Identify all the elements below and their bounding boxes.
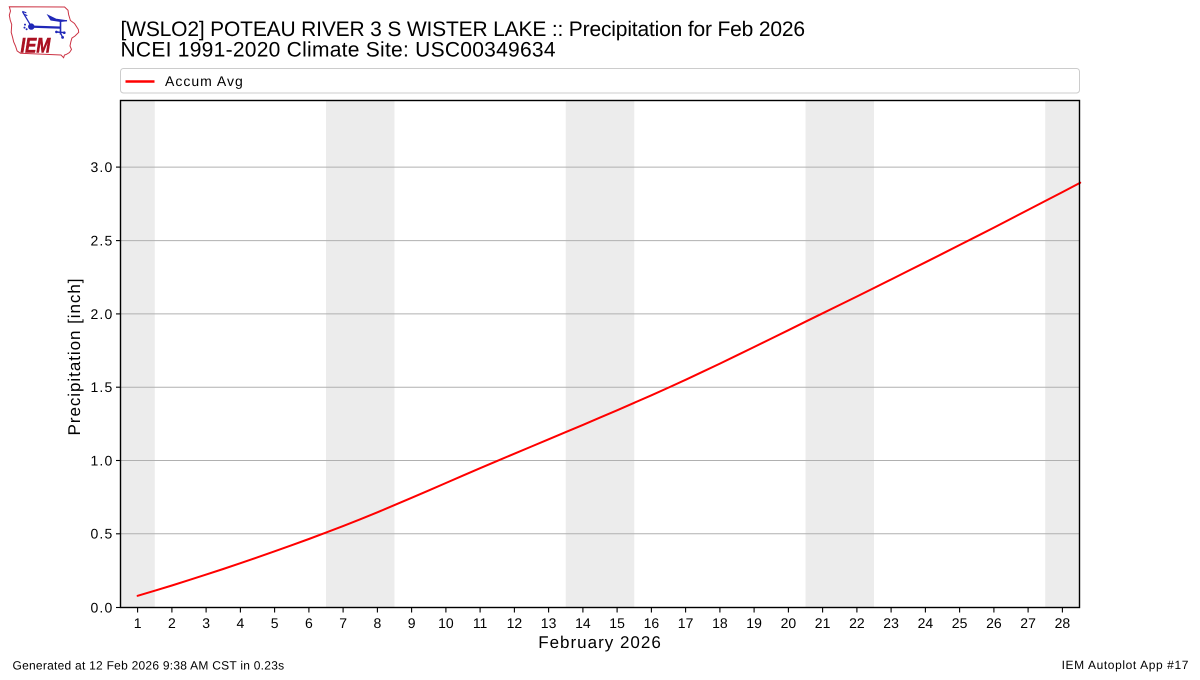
svg-text:23: 23 [883, 615, 899, 631]
svg-text:27: 27 [1020, 615, 1036, 631]
svg-text:24: 24 [918, 615, 934, 631]
svg-text:[WSLO2] POTEAU RIVER 3 S WISTE: [WSLO2] POTEAU RIVER 3 S WISTER LAKE :: … [121, 18, 805, 41]
svg-text:19: 19 [746, 615, 762, 631]
svg-text:2: 2 [168, 615, 176, 631]
svg-text:8: 8 [374, 615, 382, 631]
svg-text:20: 20 [781, 615, 797, 631]
svg-text:25: 25 [952, 615, 968, 631]
svg-text:0.5: 0.5 [90, 526, 113, 542]
svg-text:9: 9 [408, 615, 416, 631]
svg-text:14: 14 [575, 615, 591, 631]
svg-text:22: 22 [849, 615, 865, 631]
svg-text:3: 3 [202, 615, 210, 631]
svg-text:Precipitation [inch]: Precipitation [inch] [65, 278, 84, 436]
svg-text:17: 17 [678, 615, 694, 631]
svg-text:2.5: 2.5 [90, 233, 113, 249]
svg-text:1.0: 1.0 [90, 452, 113, 468]
svg-text:18: 18 [712, 615, 728, 631]
svg-text:Generated at 12 Feb 2026 9:38: Generated at 12 Feb 2026 9:38 AM CST in … [13, 659, 285, 673]
svg-text:4: 4 [237, 615, 245, 631]
svg-text:11: 11 [473, 615, 488, 631]
svg-text:Accum Avg: Accum Avg [165, 73, 244, 89]
svg-text:1: 1 [134, 615, 142, 631]
svg-text:IEM: IEM [21, 34, 51, 57]
svg-text:7: 7 [339, 615, 347, 631]
svg-text:13: 13 [541, 615, 557, 631]
svg-text:12: 12 [507, 615, 523, 631]
svg-text:21: 21 [815, 615, 831, 631]
svg-text:6: 6 [305, 615, 313, 631]
svg-text:26: 26 [986, 615, 1002, 631]
svg-text:0.0: 0.0 [90, 599, 113, 615]
svg-text:2.0: 2.0 [90, 306, 113, 322]
svg-text:16: 16 [644, 615, 660, 631]
svg-text:28: 28 [1055, 615, 1071, 631]
svg-text:10: 10 [438, 615, 454, 631]
svg-text:5: 5 [271, 615, 279, 631]
svg-text:1.5: 1.5 [90, 379, 113, 395]
svg-text:3.0: 3.0 [90, 159, 113, 175]
svg-text:15: 15 [609, 615, 625, 631]
svg-text:February 2026: February 2026 [538, 633, 662, 652]
svg-text:NCEI 1991-2020 Climate Site: U: NCEI 1991-2020 Climate Site: USC00349634 [121, 39, 556, 62]
svg-text:IEM Autoplot App #17: IEM Autoplot App #17 [1062, 658, 1189, 672]
